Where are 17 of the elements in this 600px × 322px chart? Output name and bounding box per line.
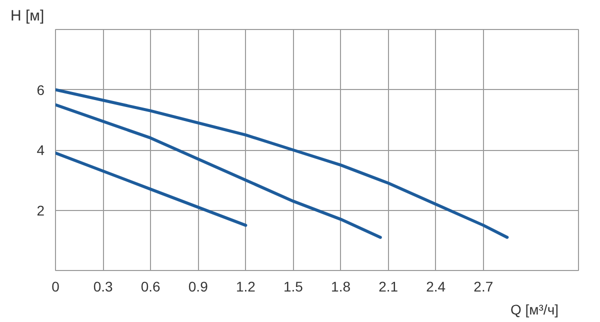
x-tick-label: 1.8	[331, 278, 351, 294]
y-tick-label: 6	[36, 82, 45, 98]
x-tick-label: 1.2	[236, 278, 256, 294]
x-tick-label: 1.5	[283, 278, 304, 294]
x-axis-title: Q [м³/ч]	[510, 302, 558, 318]
x-tick-label: 0.9	[188, 278, 208, 294]
y-tick-label: 4	[36, 142, 45, 158]
x-tick-label: 0	[52, 278, 60, 294]
y-tick-label: 2	[36, 202, 45, 218]
x-tick-label: 2.4	[426, 278, 446, 294]
x-tick-label: 0.6	[140, 278, 161, 294]
line-series	[56, 88, 509, 239]
line-series	[56, 103, 382, 239]
x-tick-label: 2.1	[378, 278, 398, 294]
y-axis-title: H [м]	[10, 8, 44, 24]
x-tick-label: 0.3	[93, 278, 113, 294]
x-tick-label: 2.7	[474, 278, 494, 294]
